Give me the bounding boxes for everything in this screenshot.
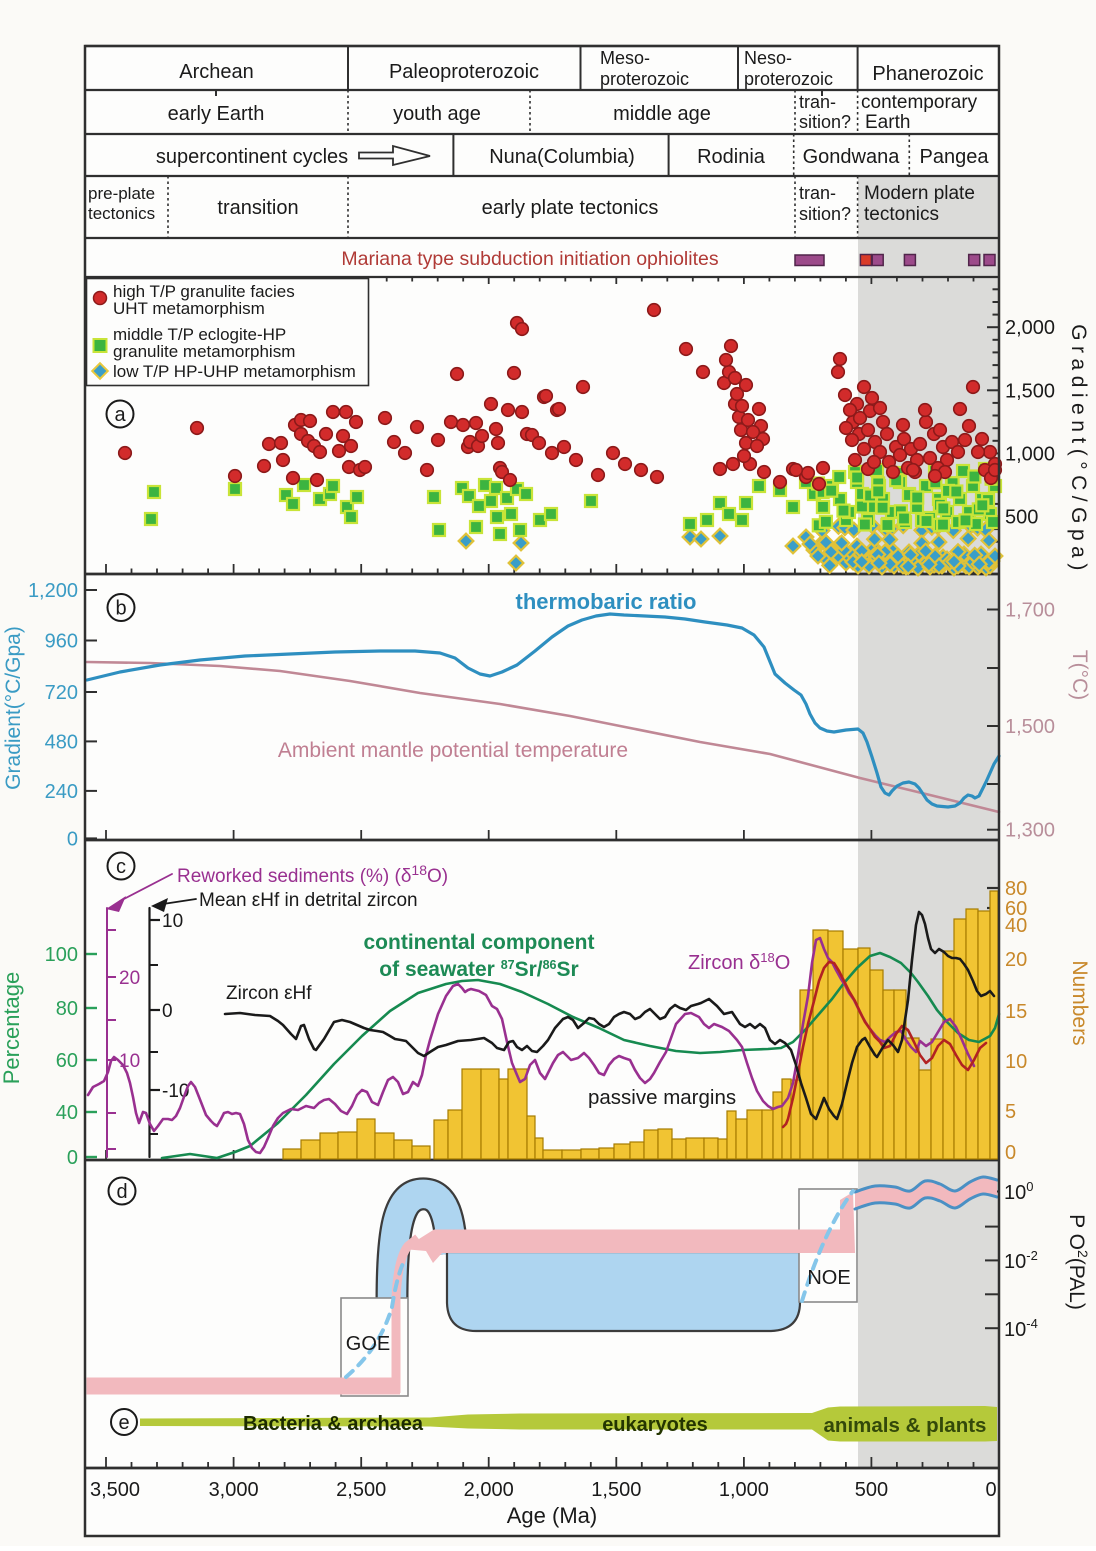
svg-text:20: 20 <box>1005 949 1027 971</box>
svg-text:240: 240 <box>45 781 78 803</box>
svg-text:UHT metamorphism: UHT metamorphism <box>113 299 265 318</box>
svg-text:80: 80 <box>56 998 78 1020</box>
svg-text:Numbers: Numbers <box>1068 960 1091 1045</box>
svg-text:10: 10 <box>1005 1051 1027 1073</box>
svg-text:1,500: 1,500 <box>1005 380 1055 402</box>
svg-text:Gondwana: Gondwana <box>803 146 901 168</box>
svg-text:2,000: 2,000 <box>464 1479 514 1501</box>
svg-text:Mariana type subduction initi: Mariana type subduction initiation ophio… <box>341 248 718 270</box>
svg-text:tran-: tran- <box>799 92 836 112</box>
svg-text:b: b <box>115 598 126 620</box>
svg-text:contemporary: contemporary <box>861 92 978 113</box>
svg-text:Bacteria & archaea: Bacteria & archaea <box>243 1413 424 1435</box>
svg-text:Pangea: Pangea <box>920 146 990 168</box>
svg-text:eukaryotes: eukaryotes <box>602 1414 708 1436</box>
svg-text:youth age: youth age <box>393 103 481 125</box>
svg-text:5: 5 <box>1005 1101 1016 1123</box>
svg-text:T(°C): T(°C) <box>1068 650 1091 700</box>
svg-text:Zircon εHf: Zircon εHf <box>226 983 312 1004</box>
svg-text:Modern plate: Modern plate <box>864 183 975 204</box>
svg-text:60: 60 <box>1005 898 1027 920</box>
svg-text:granulite metamorphism: granulite metamorphism <box>113 342 295 361</box>
svg-text:proterozoic: proterozoic <box>744 69 833 89</box>
svg-text:2,000: 2,000 <box>1005 317 1055 339</box>
svg-text:1,700: 1,700 <box>1005 600 1055 622</box>
svg-text:2,500: 2,500 <box>336 1479 386 1501</box>
svg-text:P O2(PAL): P O2(PAL) <box>1065 1214 1091 1310</box>
svg-text:Earth: Earth <box>865 112 910 133</box>
svg-text:Gradient(°C/Gpa): Gradient(°C/Gpa) <box>1067 324 1090 576</box>
svg-text:NOE: NOE <box>807 1267 850 1289</box>
svg-text:supercontinent cycles: supercontinent cycles <box>156 146 348 168</box>
svg-text:3,500: 3,500 <box>90 1479 140 1501</box>
svg-text:Reworked sediments (%) (δ18O): Reworked sediments (%) (δ18O) <box>177 862 448 887</box>
svg-text:early plate tectonics: early plate tectonics <box>482 197 659 219</box>
svg-text:1,300: 1,300 <box>1005 820 1055 842</box>
svg-text:-10: -10 <box>162 1081 189 1102</box>
svg-text:Gradient(°C/Gpa): Gradient(°C/Gpa) <box>2 626 25 790</box>
svg-text:sition?: sition? <box>799 204 851 224</box>
svg-text:continental component: continental component <box>364 931 595 954</box>
svg-text:0: 0 <box>985 1479 996 1501</box>
svg-text:500: 500 <box>855 1479 888 1501</box>
svg-text:1,000: 1,000 <box>1005 443 1055 465</box>
svg-text:animals & plants: animals & plants <box>824 1414 987 1437</box>
svg-text:Zircon δ18O: Zircon δ18O <box>688 950 790 974</box>
svg-text:10: 10 <box>162 911 183 932</box>
svg-text:500: 500 <box>1005 507 1038 529</box>
svg-text:480: 480 <box>45 731 78 753</box>
svg-text:15: 15 <box>1005 1001 1027 1023</box>
svg-text:960: 960 <box>45 631 78 653</box>
svg-text:Mean εHf in detrital zircon: Mean εHf in detrital zircon <box>199 890 418 911</box>
svg-text:0: 0 <box>67 1147 78 1169</box>
svg-text:GOE: GOE <box>346 1333 390 1355</box>
svg-text:tectonics: tectonics <box>88 204 155 223</box>
svg-text:3,000: 3,000 <box>209 1479 259 1501</box>
svg-text:thermobaric ratio: thermobaric ratio <box>516 589 697 614</box>
svg-text:40: 40 <box>56 1102 78 1124</box>
svg-text:0: 0 <box>1005 1142 1016 1164</box>
svg-text:Rodinia: Rodinia <box>697 146 766 168</box>
svg-text:Phanerozoic: Phanerozoic <box>872 63 983 85</box>
svg-text:a: a <box>114 404 126 426</box>
svg-text:1,200: 1,200 <box>28 580 78 602</box>
svg-text:passive margins: passive margins <box>588 1086 736 1109</box>
svg-text:d: d <box>116 1181 127 1203</box>
svg-text:tectonics: tectonics <box>864 204 939 225</box>
svg-text:e: e <box>118 1412 129 1434</box>
svg-text:proterozoic: proterozoic <box>600 69 689 89</box>
svg-text:c: c <box>116 856 126 878</box>
svg-text:0: 0 <box>162 1001 173 1022</box>
svg-text:Meso-: Meso- <box>600 48 650 68</box>
svg-text:high T/P granulite facies: high T/P granulite facies <box>113 282 295 301</box>
svg-text:tran-: tran- <box>799 183 836 203</box>
svg-text:1,500: 1,500 <box>1005 716 1055 738</box>
svg-text:middle age: middle age <box>613 103 711 125</box>
svg-text:Neso-: Neso- <box>744 48 792 68</box>
svg-text:transition: transition <box>217 197 298 219</box>
svg-text:60: 60 <box>56 1050 78 1072</box>
svg-text:of seawater 87Sr/86Sr: of seawater 87Sr/86Sr <box>379 958 578 981</box>
svg-text:Percentage: Percentage <box>0 972 24 1085</box>
svg-text:Nuna(Columbia): Nuna(Columbia) <box>489 146 635 168</box>
svg-text:pre-plate: pre-plate <box>88 184 155 203</box>
svg-text:10: 10 <box>119 1051 140 1072</box>
svg-text:Ambient mantle potential tempe: Ambient mantle potential temperature <box>278 739 628 762</box>
svg-text:100: 100 <box>45 944 78 966</box>
svg-text:Age (Ma): Age (Ma) <box>507 1503 597 1528</box>
svg-text:1,000: 1,000 <box>719 1479 769 1501</box>
svg-text:40: 40 <box>1005 915 1027 937</box>
svg-text:middle T/P eclogite-HP: middle T/P eclogite-HP <box>113 325 286 344</box>
svg-text:sition?: sition? <box>799 112 851 132</box>
svg-text:early Earth: early Earth <box>168 103 265 125</box>
svg-text:Archean: Archean <box>179 61 254 83</box>
svg-text:20: 20 <box>119 968 140 989</box>
svg-text:Paleoproterozoic: Paleoproterozoic <box>389 61 539 83</box>
svg-text:0: 0 <box>67 828 78 850</box>
svg-text:720: 720 <box>45 682 78 704</box>
svg-text:low T/P HP-UHP metamorphism: low T/P HP-UHP metamorphism <box>113 362 356 381</box>
svg-text:1,500: 1,500 <box>591 1479 641 1501</box>
svg-text:80: 80 <box>1005 878 1027 900</box>
